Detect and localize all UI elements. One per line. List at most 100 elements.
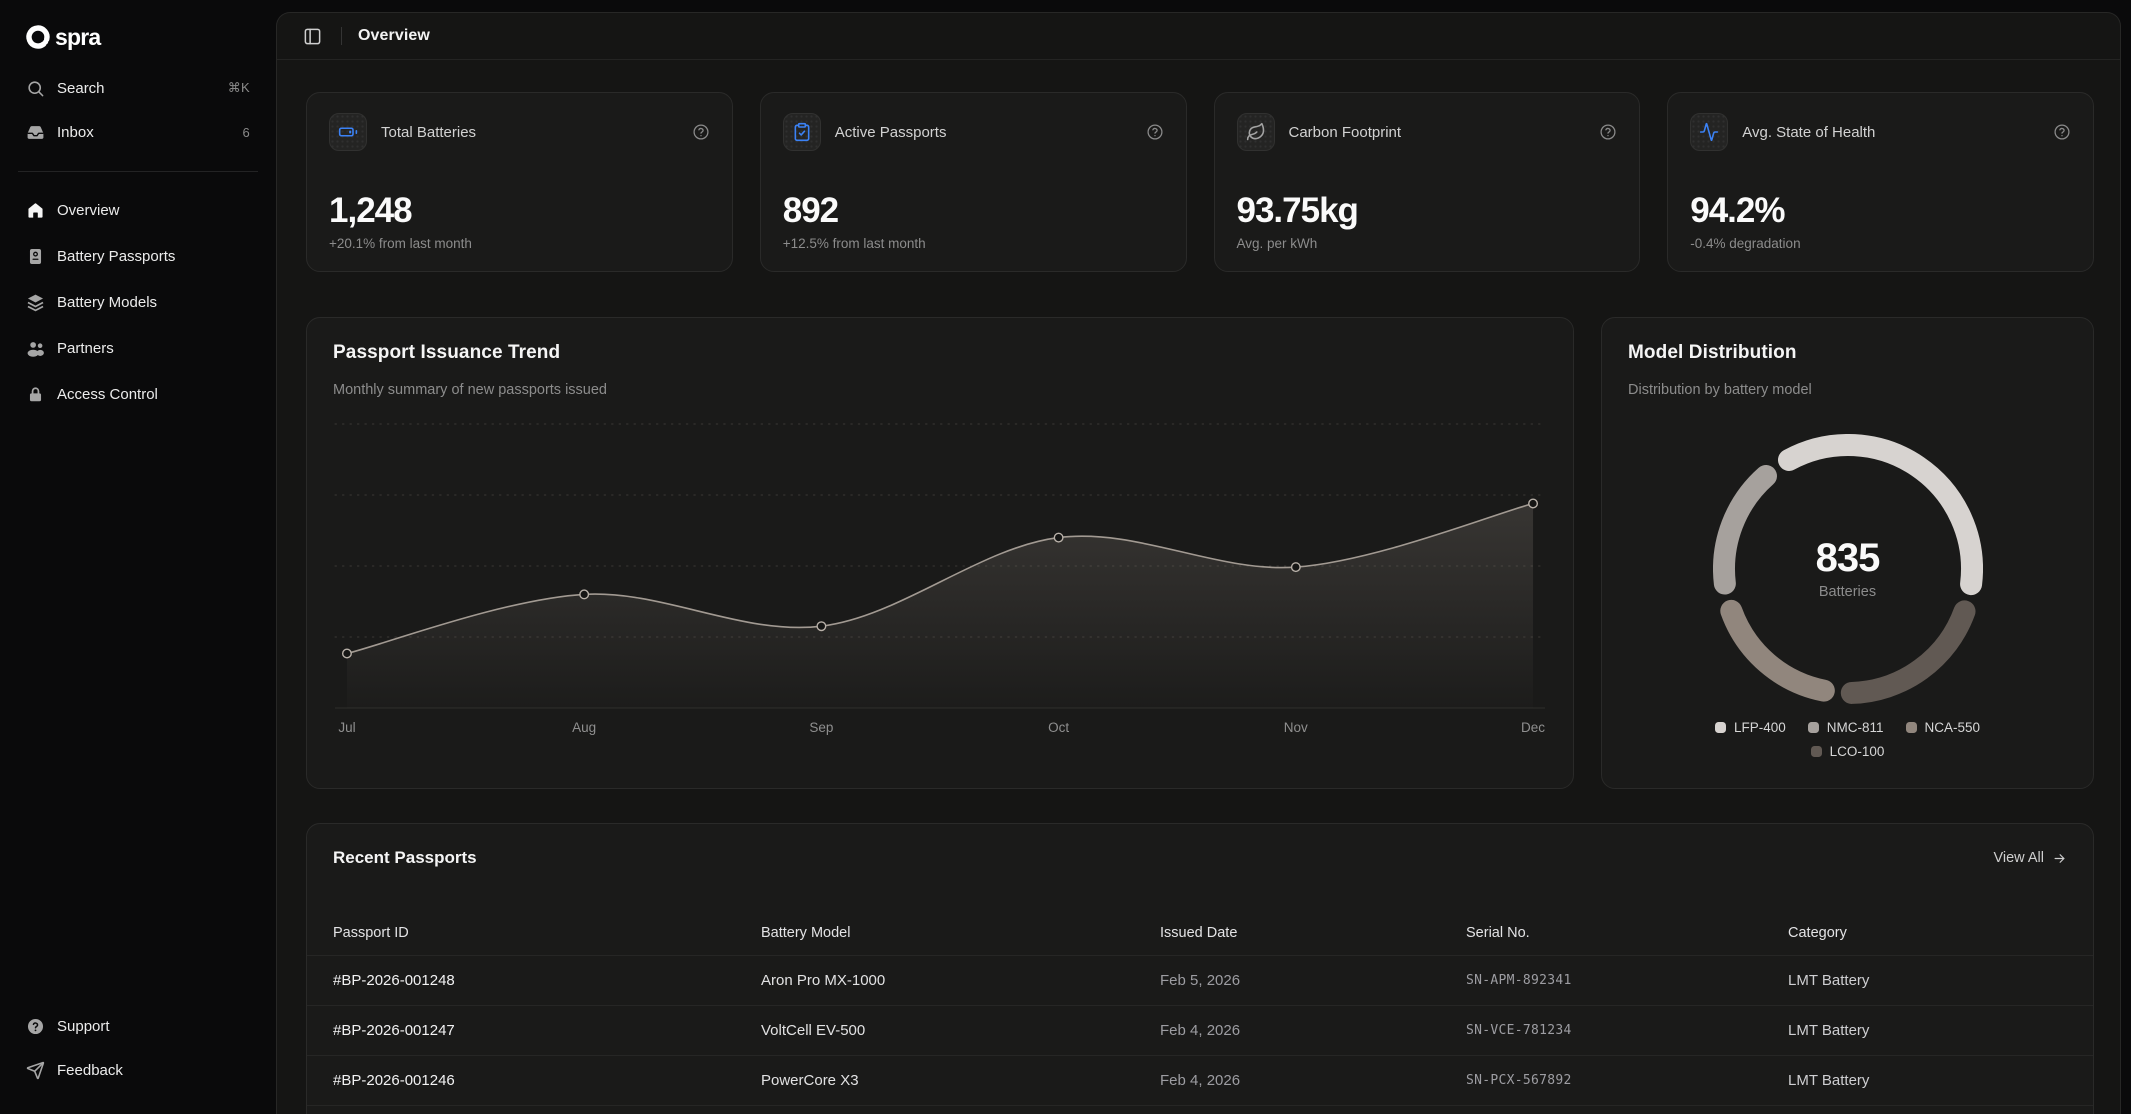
sidebar-item-partners[interactable]: Partners [16,330,260,366]
sidebar-item-label: Battery Models [57,294,157,311]
trend-area [347,504,1533,709]
legend-item: LFP-400 [1715,720,1786,735]
cell-battery-model: PowerCore X3 [761,1072,1160,1089]
sidebar-item-overview[interactable]: Overview [16,192,260,228]
data-point [1054,533,1063,542]
users-icon [26,339,45,358]
stat-subtext: Avg. per kWh [1237,236,1618,251]
x-axis-tick-label: Nov [1284,720,1308,735]
sidebar-item-inbox[interactable]: Inbox 6 [16,114,260,150]
view-all-link[interactable]: View All [1993,850,2067,866]
trend-chart-card: Passport Issuance Trend Monthly summary … [306,317,1574,789]
chart-subtitle: Monthly summary of new passports issued [333,382,1547,398]
legend-swatch [1906,722,1917,733]
donut-legend: LFP-400 NMC-811 NCA-550 LCO-100 [1628,720,2067,759]
activity-icon [1690,113,1728,151]
logo-text: spra [55,26,100,49]
cell-issued-date: Feb 4, 2026 [1160,1072,1466,1089]
sidebar-item-battery-passports[interactable]: Battery Passports [16,238,260,274]
stat-card-active-passports: Active Passports 892 +12.5% from last mo… [760,92,1187,272]
sidebar-item-support[interactable]: Support [16,1008,260,1044]
sidebar-item-battery-models[interactable]: Battery Models [16,284,260,320]
search-shortcut: ⌘K [228,80,250,96]
x-axis-tick-label: Sep [809,720,833,735]
sidebar-item-label: Support [57,1018,110,1035]
stat-value: 93.75kg [1237,192,1618,231]
cell-category: LMT Battery [1788,1072,2067,1089]
cell-passport-id: #BP-2026-001247 [333,1022,761,1039]
cell-issued-date: Feb 5, 2026 [1160,972,1466,989]
chart-title: Model Distribution [1628,342,2067,364]
cell-issued-date: Feb 4, 2026 [1160,1022,1466,1039]
cell-serial-no: SN-APM-892341 [1466,973,1788,988]
donut-chart: 835 Batteries [1713,434,1983,704]
table-header-row: Passport ID Battery Model Issued Date Se… [307,910,2093,956]
sidebar-item-label: Partners [57,340,114,357]
cell-passport-id: #BP-2026-001248 [333,972,761,989]
arrow-right-icon [2052,851,2067,866]
circle-help-icon [26,1017,45,1036]
data-point [1292,563,1301,572]
topbar: Overview [277,13,2120,60]
help-icon[interactable] [1146,123,1164,141]
table-title: Recent Passports [333,848,477,868]
legend-swatch [1811,746,1822,757]
page-title: Overview [358,27,430,45]
table-row[interactable]: #BP-2026-001247 VoltCell EV-500 Feb 4, 2… [307,1006,2093,1056]
cell-category: LMT Battery [1788,972,2067,989]
cell-battery-model: VoltCell EV-500 [761,1022,1160,1039]
donut-center: 835 Batteries [1713,434,1983,704]
help-icon[interactable] [1599,123,1617,141]
table-row[interactable]: #BP-2026-001248 Aron Pro MX-1000 Feb 5, … [307,956,2093,1006]
line-chart [333,416,1547,716]
topbar-separator [341,27,342,45]
sidebar-toggle-button[interactable] [299,23,325,49]
sidebar-item-label: Battery Passports [57,248,175,265]
stat-subtext: +20.1% from last month [329,236,710,251]
column-header: Passport ID [333,925,761,941]
legend-item: NCA-550 [1906,720,1981,735]
charts-row: Passport Issuance Trend Monthly summary … [306,317,2094,789]
stat-value: 94.2% [1690,192,2071,231]
stat-label: Carbon Footprint [1289,124,1402,141]
cell-category: LMT Battery [1788,1022,2067,1039]
column-header: Battery Model [761,925,1160,941]
help-icon[interactable] [692,123,710,141]
content: Total Batteries 1,248 +20.1% from last m… [277,60,2120,1114]
column-header: Category [1788,925,2067,941]
data-point [343,649,352,658]
passport-icon [26,247,45,266]
column-header: Serial No. [1466,925,1788,941]
sidebar-item-feedback[interactable]: Feedback [16,1052,260,1088]
stat-value: 1,248 [329,192,710,231]
data-point [580,590,589,599]
legend-swatch [1715,722,1726,733]
stat-label: Total Batteries [381,124,476,141]
main-panel: Overview Total Batteries 1,248 +20.1% fr… [276,12,2121,1114]
chart-title: Passport Issuance Trend [333,342,1547,364]
sidebar-item-search[interactable]: Search ⌘K [16,70,260,106]
data-point [817,622,826,631]
column-header: Issued Date [1160,925,1466,941]
passports-table: Passport ID Battery Model Issued Date Se… [307,910,2093,1114]
stat-card-avg-state-of-health: Avg. State of Health 94.2% -0.4% degrada… [1667,92,2094,272]
recent-passports-card: Recent Passports View All Passport ID Ba… [306,823,2094,1114]
sidebar-item-label: Overview [57,202,120,219]
stat-subtext: +12.5% from last month [783,236,1164,251]
logo: spra [16,20,260,54]
sidebar-item-access-control[interactable]: Access Control [16,376,260,412]
table-row-partial[interactable] [307,1106,2093,1114]
stats-row: Total Batteries 1,248 +20.1% from last m… [306,92,2094,272]
legend-label: NMC-811 [1827,720,1884,735]
leaf-icon [1237,113,1275,151]
help-icon[interactable] [2053,123,2071,141]
x-axis-tick-label: Dec [1521,720,1545,735]
chart-subtitle: Distribution by battery model [1628,382,2067,398]
lock-icon [26,385,45,404]
table-row[interactable]: #BP-2026-001246 PowerCore X3 Feb 4, 2026… [307,1056,2093,1106]
legend-row: LCO-100 [1811,744,1885,759]
search-icon [26,79,45,98]
sidebar-spacer [16,422,260,1008]
stat-card-total-batteries: Total Batteries 1,248 +20.1% from last m… [306,92,733,272]
sidebar-item-label: Search [57,80,105,97]
